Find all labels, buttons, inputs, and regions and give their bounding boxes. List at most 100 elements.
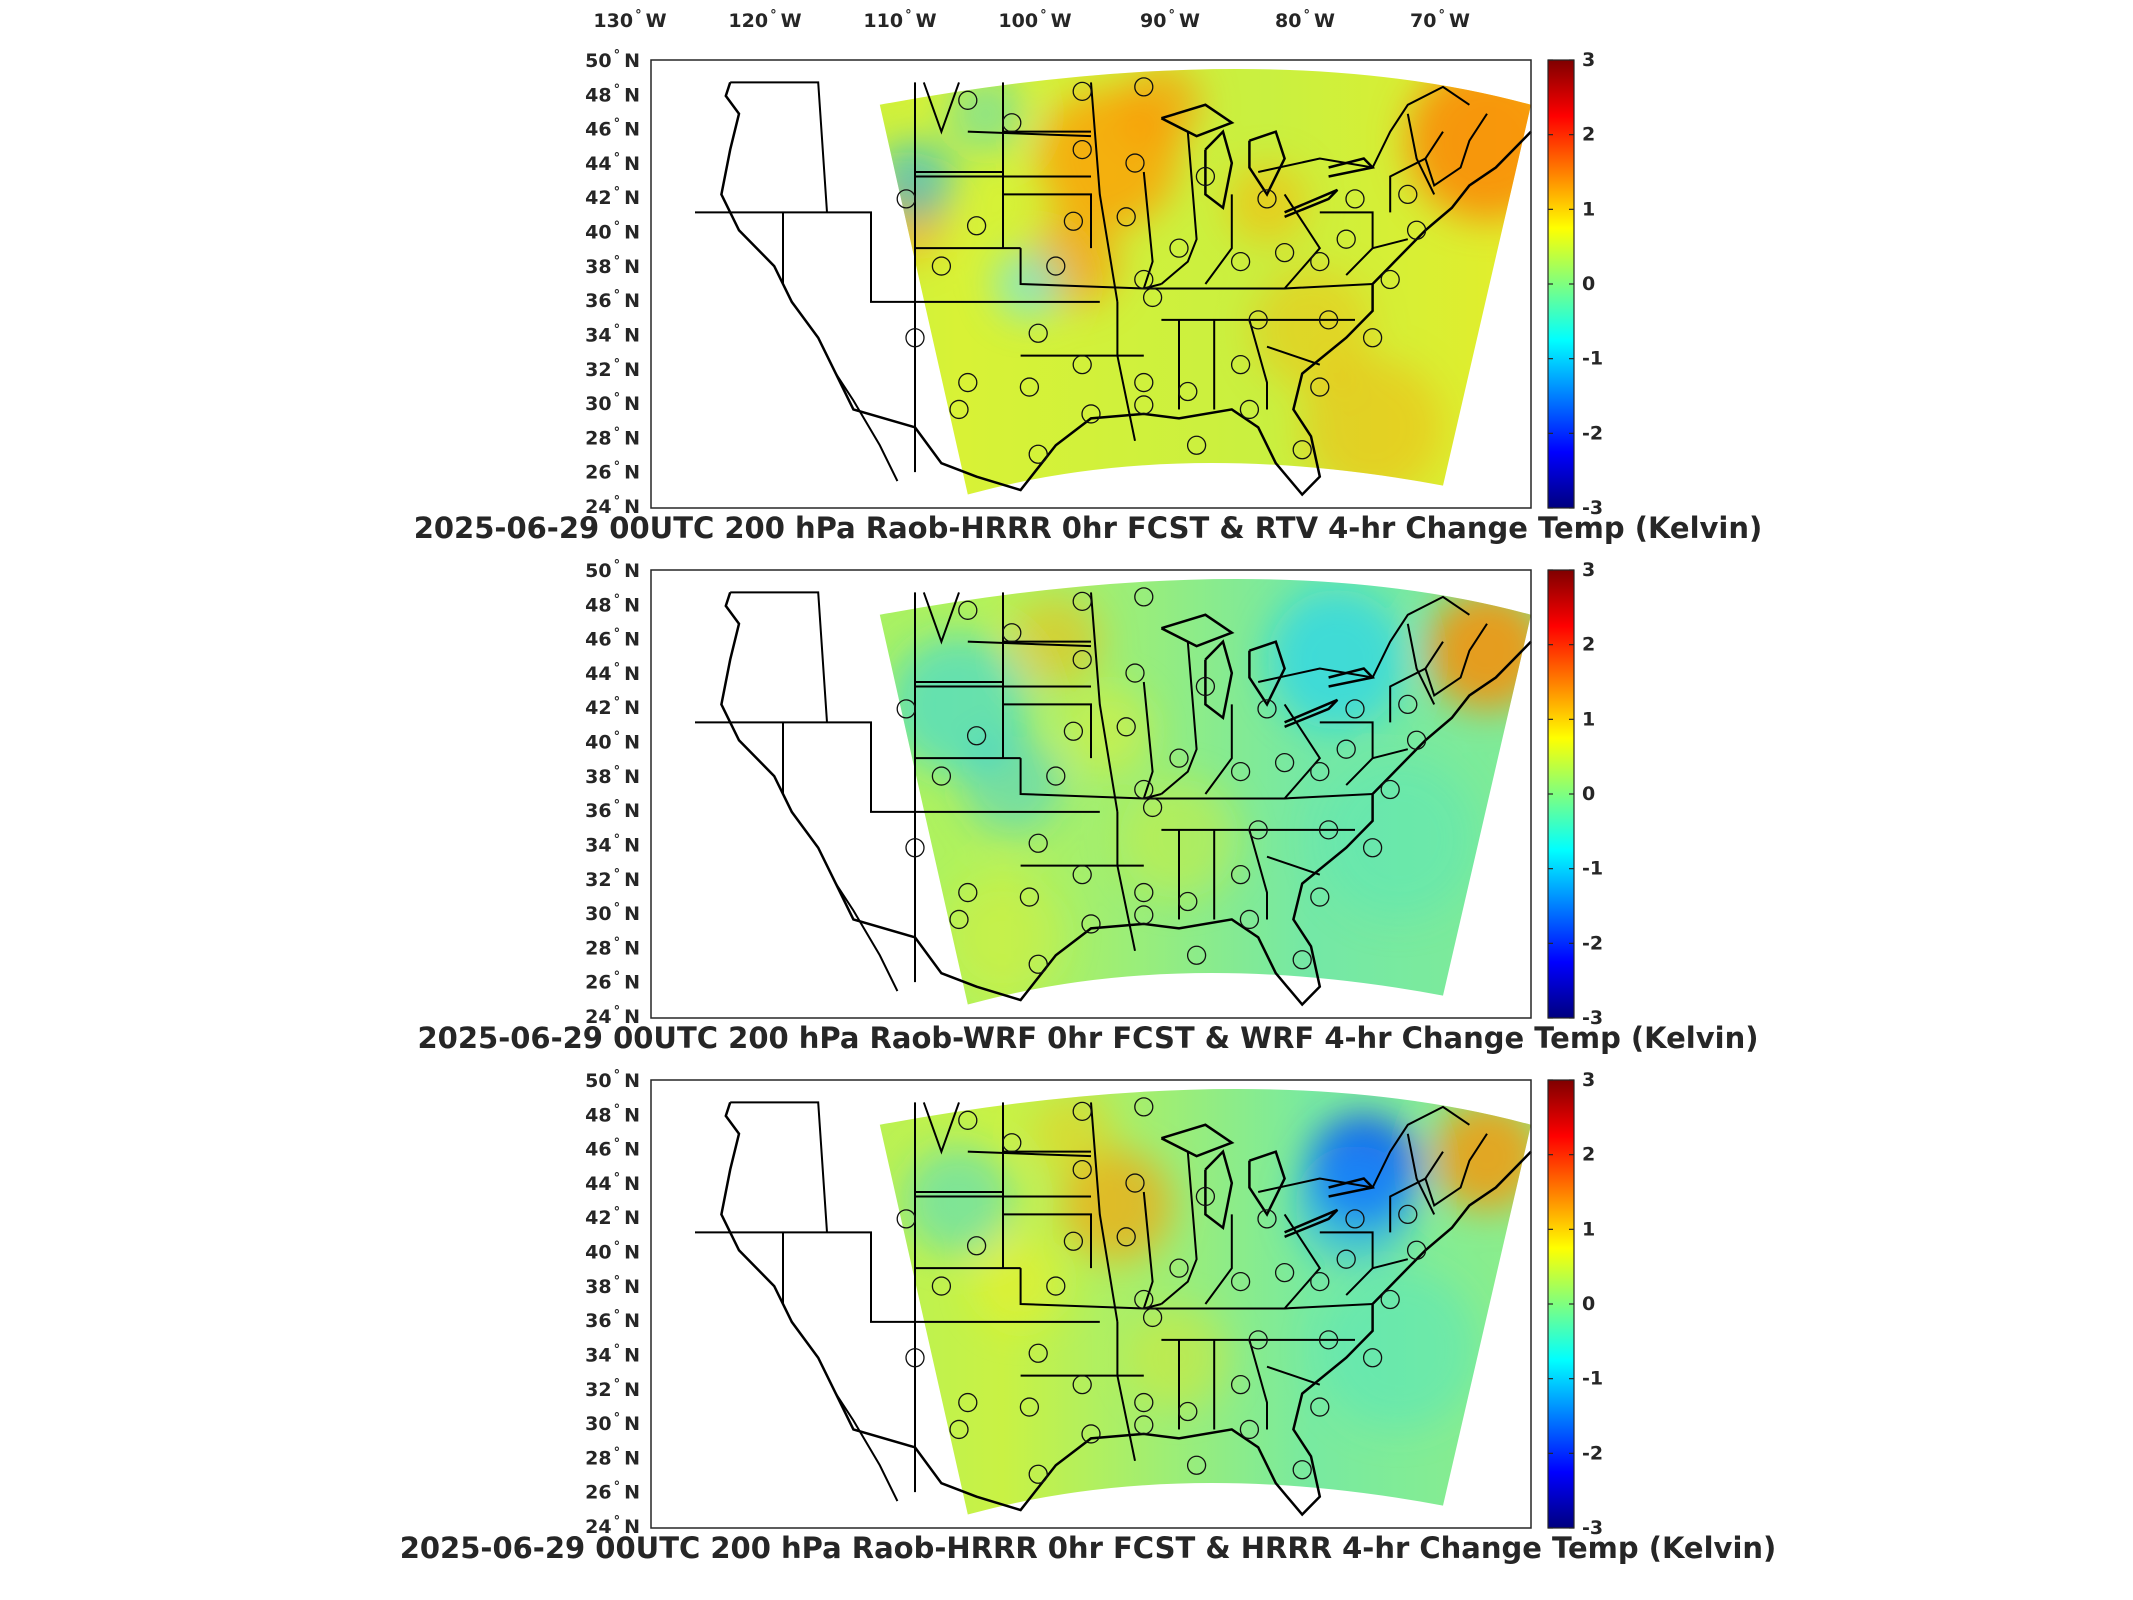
- raob-station-marker: [1125, 153, 1145, 173]
- colorbar-tick-label: 2: [1582, 124, 1595, 146]
- state-border: [1406, 1133, 1436, 1215]
- raob-station-marker: [1134, 587, 1154, 607]
- state-border: [1003, 193, 1092, 249]
- raob-station-marker: [1274, 752, 1295, 773]
- raob-station-marker: [1239, 1419, 1260, 1440]
- state-border: [1371, 85, 1470, 168]
- axes-frame: [650, 59, 1532, 509]
- raob-station-marker: [1116, 207, 1136, 227]
- raob-station-marker: [958, 600, 978, 620]
- state-border: [1142, 1191, 1154, 1309]
- state-border: [1319, 721, 1374, 786]
- state-border: [967, 130, 1092, 138]
- raob-stations: [896, 77, 1427, 464]
- raob-station-marker: [1318, 820, 1339, 840]
- raob-station-marker: [931, 256, 952, 276]
- raob-stations: [896, 587, 1427, 974]
- colorbar-tick-label: -3: [1582, 1517, 1603, 1539]
- latitude-label: 44 ° N: [585, 151, 640, 175]
- state-border: [1372, 1258, 1409, 1270]
- state-border: [922, 592, 960, 645]
- colorbar-tick-label: -2: [1582, 422, 1603, 444]
- latitude-label: 46 ° N: [585, 1137, 640, 1161]
- raob-station-marker: [1002, 113, 1022, 133]
- raob-station-marker: [1028, 833, 1048, 853]
- raob-station-marker: [1292, 950, 1312, 970]
- colorbar-tick-label: -1: [1582, 1368, 1603, 1390]
- great-lake: [1160, 613, 1235, 648]
- state-boundaries: [695, 591, 1532, 1007]
- raob-station-marker: [1230, 1271, 1251, 1292]
- latitude-label: 46 ° N: [585, 117, 640, 141]
- great-lake: [1284, 1208, 1339, 1238]
- raob-station-marker: [1002, 623, 1022, 643]
- raob-station-marker: [1336, 229, 1356, 249]
- state-border: [730, 81, 828, 213]
- axes-frame: [650, 569, 1532, 1019]
- raob-station-marker: [1178, 381, 1198, 402]
- raob-station-marker: [966, 216, 987, 236]
- latitude-label: 38 ° N: [585, 1274, 640, 1298]
- raob-station-marker: [1318, 1330, 1339, 1350]
- raob-station-marker: [1081, 404, 1101, 424]
- raob-station-marker: [1195, 676, 1216, 697]
- state-border: [1116, 811, 1136, 952]
- raob-station-marker: [1362, 838, 1383, 858]
- raob-station-marker: [1028, 1343, 1048, 1363]
- state-border: [1389, 1151, 1444, 1233]
- state-border: [827, 1231, 915, 1323]
- latitude-label: 50 ° N: [585, 1068, 640, 1092]
- latitude-label: 30 ° N: [585, 391, 640, 415]
- state-border: [1389, 131, 1444, 213]
- raob-station-marker: [1028, 323, 1048, 343]
- raob-station-marker: [1028, 444, 1048, 464]
- raob-station-marker: [1257, 189, 1277, 209]
- latitude-label: 24 ° N: [585, 494, 640, 518]
- state-border: [1160, 131, 1198, 285]
- raob-station-marker: [1028, 1464, 1048, 1484]
- raob-station-marker: [1142, 797, 1163, 818]
- colorbar-tick-label: 3: [1582, 1069, 1595, 1091]
- raob-station-marker: [1081, 914, 1101, 934]
- state-border: [1371, 595, 1470, 678]
- raob-station-marker: [1186, 1455, 1207, 1475]
- raob-station-marker: [1134, 779, 1154, 800]
- great-lake: [1248, 1150, 1286, 1217]
- state-border: [967, 1150, 1092, 1158]
- latitude-label: 30 ° N: [585, 1411, 640, 1435]
- state-border: [1372, 748, 1409, 760]
- colorbar-tick-label: 1: [1582, 708, 1595, 730]
- raob-station-marker: [1380, 1289, 1400, 1310]
- latitude-label: 26 ° N: [585, 1480, 640, 1504]
- latitude-label: 42 ° N: [585, 1205, 640, 1229]
- raob-station-marker: [1063, 211, 1084, 231]
- raob-station-marker: [1072, 649, 1092, 670]
- state-border: [1204, 194, 1233, 285]
- state-border: [1266, 345, 1321, 366]
- colorbar-tick-label: 2: [1582, 634, 1595, 656]
- longitude-labels: 130 ° W 120 ° W 110 ° W 100 ° W 90 ° W 80 ° W 70 ° W: [593, 8, 1470, 32]
- state-border: [730, 1101, 828, 1233]
- state-border: [1319, 211, 1374, 276]
- latitude-label: 34 ° N: [585, 832, 640, 856]
- longitude-label: 130 ° W: [593, 8, 666, 32]
- raob-station-marker: [1230, 354, 1251, 375]
- raob-station-marker: [1406, 220, 1427, 240]
- raob-station-marker: [1134, 372, 1154, 393]
- longitude-label: 70 ° W: [1410, 8, 1470, 32]
- axes-frame: [650, 1079, 1532, 1529]
- raob-station-marker: [966, 726, 987, 746]
- raob-station-marker: [1406, 730, 1427, 750]
- raob-station-marker: [1318, 310, 1339, 330]
- coastline: [720, 1102, 1532, 1517]
- latitude-labels: 50 ° N 48 ° N 46 ° N 44 ° N 42 ° N 40 ° N 38 ° N 36 ° N 34 ° N 32 ° N…: [585, 1068, 640, 1538]
- raob-station-marker: [1072, 1101, 1092, 1122]
- raob-station-marker: [1239, 909, 1260, 930]
- raob-station-marker: [1142, 287, 1163, 308]
- state-border: [1424, 1133, 1488, 1208]
- state-border: [1257, 667, 1373, 683]
- colorbar-tick-label: 1: [1582, 1218, 1595, 1240]
- latitude-label: 44 ° N: [585, 661, 640, 685]
- state-border: [967, 640, 1092, 648]
